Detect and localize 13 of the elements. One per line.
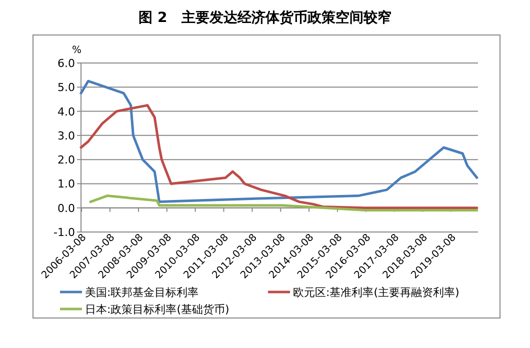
y-axis-title: % xyxy=(72,45,82,56)
y-tick-label: 0.0 xyxy=(58,202,75,215)
y-tick-label: 5.0 xyxy=(58,81,75,94)
legend-label: 美国:联邦基金目标利率 xyxy=(85,286,199,299)
y-tick-label: 3.0 xyxy=(58,129,75,142)
y-tick-label: 1.0 xyxy=(58,178,75,191)
y-tick-label: 4.0 xyxy=(58,105,75,118)
y-tick-label: 6.0 xyxy=(58,57,75,70)
y-tick-label: 2.0 xyxy=(58,154,75,167)
legend-label: 日本:政策目标利率(基础货币) xyxy=(85,303,230,316)
chart-title: 图 2 主要发达经济体货币政策空间较窄 xyxy=(138,9,392,26)
legend-label: 欧元区:基准利率(主要再融资利率) xyxy=(293,286,460,299)
y-tick-label: -1.0 xyxy=(54,226,75,239)
